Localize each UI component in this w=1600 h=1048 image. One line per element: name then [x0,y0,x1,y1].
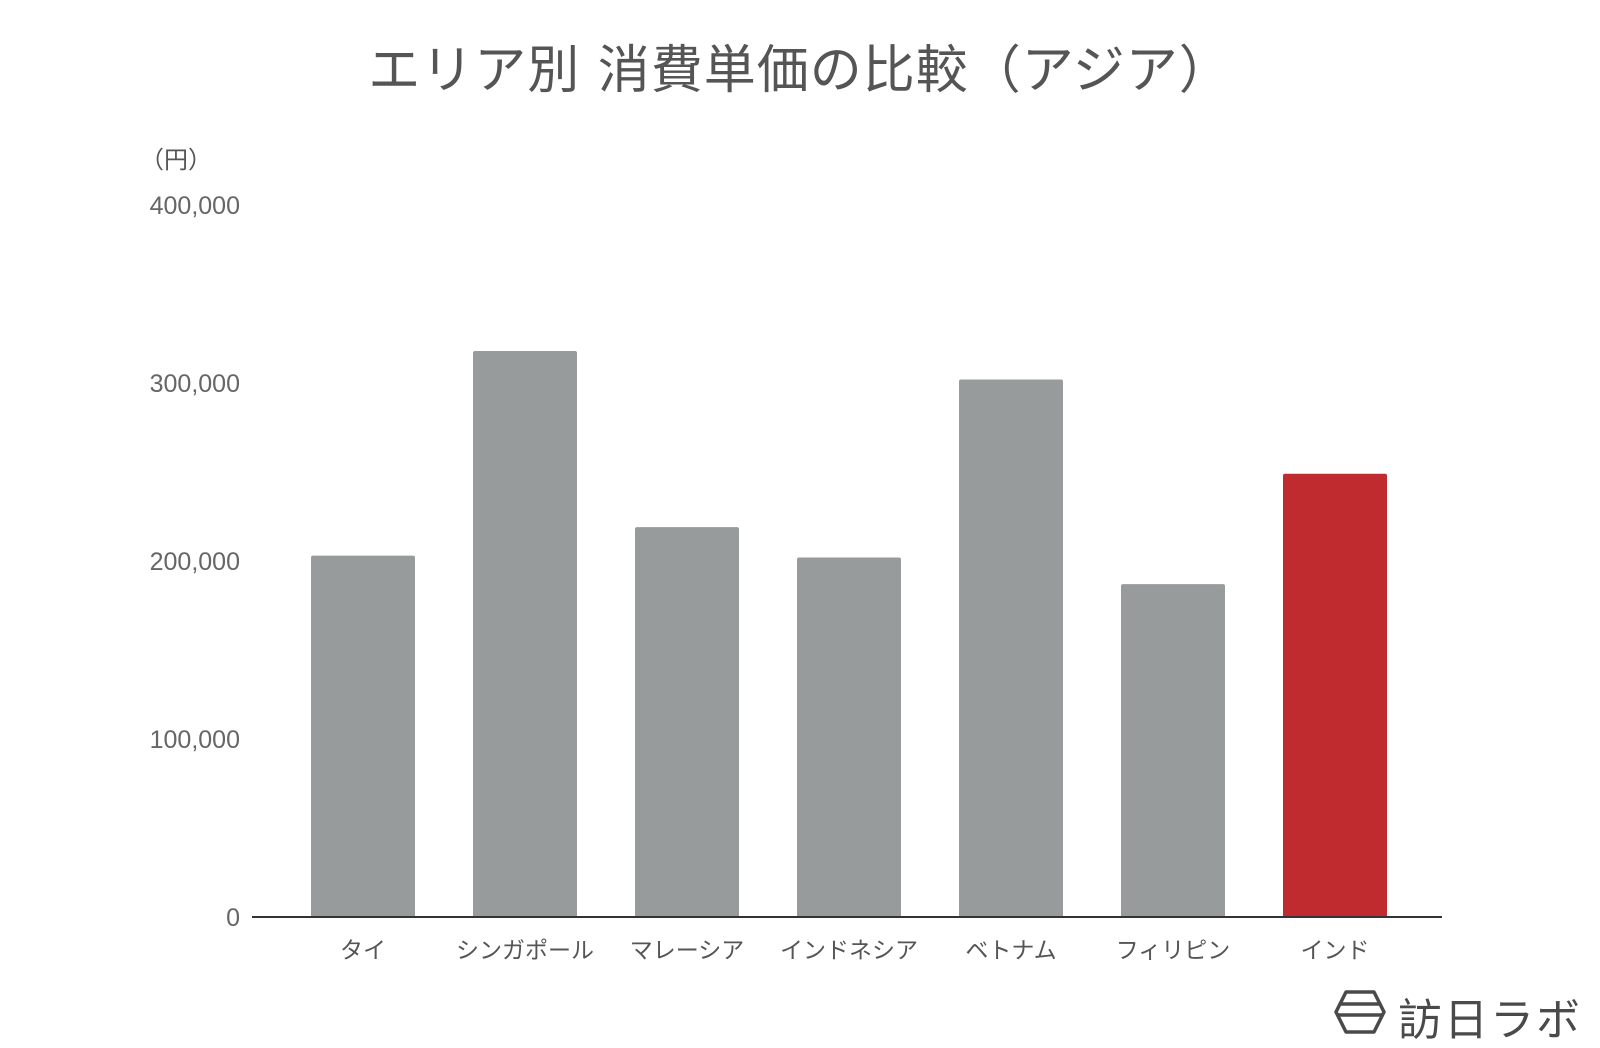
y-axis-ticks: 0 100,000 200,000 300,000 400,000 [150,192,240,932]
bar [959,379,1063,917]
x-tick-label: マレーシア [630,938,745,964]
bar [311,555,415,917]
bar [1121,584,1225,917]
bar [473,350,577,918]
y-tick-label: 300,000 [150,370,240,398]
bar [635,527,739,917]
x-tick-label: インド [1301,938,1370,964]
y-axis-unit-label: （円） [140,146,212,174]
brand-logo: 訪日ラボ [1332,982,1594,1046]
x-tick-label: インドネシア [780,938,918,964]
x-axis-labels: タイ シンガポール マレーシア インドネシア ベトナム フィリピン インド [340,938,1370,964]
x-tick-label: フィリピン [1116,938,1231,964]
y-tick-label: 100,000 [150,726,240,754]
y-tick-label: 400,000 [150,192,240,220]
bar [797,557,901,917]
brand-name: 訪日ラボ [1398,995,1582,1046]
x-tick-label: ベトナム [965,938,1056,964]
bars [311,350,1387,918]
hexagon-logo-icon [1334,990,1386,1034]
y-tick-label: 200,000 [150,548,240,576]
x-tick-label: タイ [340,938,386,964]
chart-title: エリア別 消費単価の比較（アジア） [368,41,1232,101]
y-tick-label: 0 [226,904,240,932]
x-tick-label: シンガポール [456,938,594,964]
bar [1283,473,1387,917]
